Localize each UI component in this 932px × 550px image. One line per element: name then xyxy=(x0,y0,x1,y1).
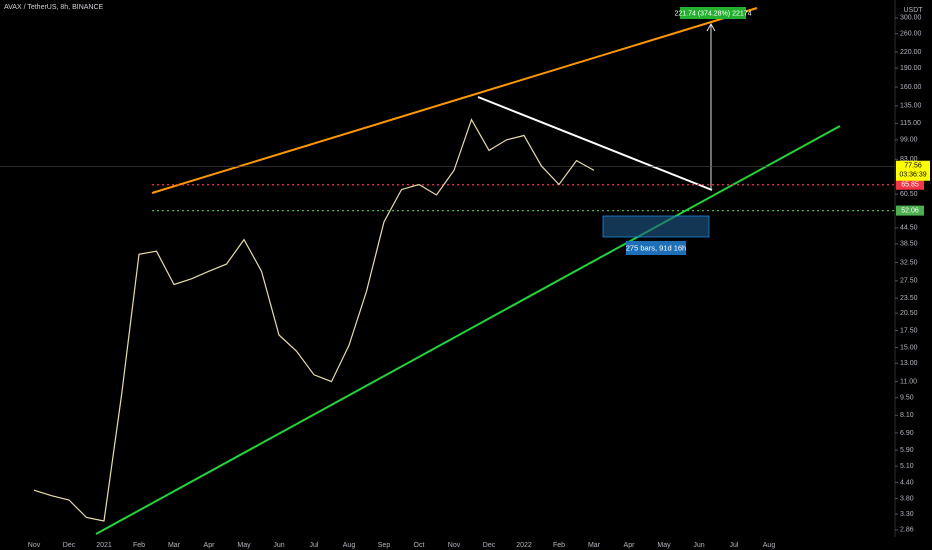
x-tick-label: May xyxy=(237,542,251,549)
y-tick-label: 115.00 xyxy=(900,120,921,127)
y-tick-label: 83.00 xyxy=(900,156,918,163)
current-price-tag xyxy=(896,160,930,181)
current-price-label: 77.56 xyxy=(904,163,922,170)
y-tick-label: 15.00 xyxy=(900,344,918,351)
x-tick-label: Apr xyxy=(624,542,636,549)
x-tick-label: Sep xyxy=(378,542,391,549)
target-label-box xyxy=(680,7,746,19)
y-tick-label: 190.00 xyxy=(900,65,922,72)
y-tick-label: 260.00 xyxy=(900,30,922,37)
range-label: 275 bars, 91d 16h xyxy=(626,243,686,252)
x-tick-label: Feb xyxy=(133,542,145,549)
y-tick-label: 300.00 xyxy=(900,15,922,22)
y-tick-label: 220.00 xyxy=(900,49,922,56)
y-tick-label: 6.90 xyxy=(900,430,914,437)
y-tick-label: 17.50 xyxy=(900,327,918,334)
chart-title: AVAX / TetherUS, 8h, BINANCE xyxy=(4,4,104,11)
x-tick-label: Dec xyxy=(63,542,76,549)
upper-trendline xyxy=(151,7,758,194)
x-tick-label: Apr xyxy=(204,542,216,549)
currency-label: USDT xyxy=(903,7,923,14)
level-tag-label: 52.06 xyxy=(901,207,919,214)
target-label: 221.74 (374.28%) 22174 xyxy=(674,10,751,17)
level-tag xyxy=(896,179,924,190)
x-tick-label: Jul xyxy=(730,542,739,549)
x-tick-label: Mar xyxy=(588,542,601,549)
x-tick-label: Jun xyxy=(273,542,284,549)
y-tick-label: 135.00 xyxy=(900,103,922,110)
x-tick-label: Dec xyxy=(483,542,496,549)
range-label-box xyxy=(626,241,686,255)
price-line xyxy=(33,118,595,522)
y-tick-label: 23.50 xyxy=(900,295,918,302)
y-tick-label: 60.50 xyxy=(900,191,918,198)
y-tick-label: 99.00 xyxy=(900,137,918,144)
lower-trendline xyxy=(95,125,841,535)
level-tag xyxy=(896,205,924,216)
y-tick-label: 8.10 xyxy=(900,412,914,419)
y-tick-label: 5.90 xyxy=(900,447,914,454)
x-tick-label: Jun xyxy=(693,542,704,549)
x-tick-label: Feb xyxy=(553,542,565,549)
countdown-label: 03:36:39 xyxy=(899,172,926,179)
x-tick-label: May xyxy=(657,542,671,549)
y-tick-label: 13.00 xyxy=(900,360,918,367)
x-tick-label: 2022 xyxy=(516,542,532,549)
y-tick-label: 3.80 xyxy=(900,495,914,502)
x-tick-label: Mar xyxy=(168,542,181,549)
x-tick-label: Aug xyxy=(343,542,356,549)
x-tick-label: 2021 xyxy=(96,542,112,549)
x-tick-label: Aug xyxy=(763,542,776,549)
date-range-box xyxy=(602,215,710,238)
y-tick-label: 9.50 xyxy=(900,395,914,402)
x-tick-label: Jul xyxy=(310,542,319,549)
plot: 300.00 260.00 220.00 190.00 160.00 135.00 115.… xyxy=(0,15,930,549)
y-tick-label: 44.50 xyxy=(900,225,918,232)
y-tick-label: 5.10 xyxy=(900,463,914,470)
x-tick-label: Nov xyxy=(28,542,41,549)
y-tick-label: 20.50 xyxy=(900,310,918,317)
y-tick-label: 2.86 xyxy=(900,527,914,534)
x-tick-label: Oct xyxy=(414,542,425,549)
x-tick-label: Nov xyxy=(448,542,461,549)
y-tick-label: 3.30 xyxy=(900,511,914,518)
target-arrow-head xyxy=(706,22,716,32)
level-tag-label: 65.85 xyxy=(901,182,919,189)
y-tick-label: 4.40 xyxy=(900,479,914,486)
y-tick-label: 27.50 xyxy=(900,278,918,285)
descending-trendline xyxy=(477,96,713,191)
y-tick-label: 32.50 xyxy=(900,259,918,266)
y-tick-label: 11.00 xyxy=(900,378,917,385)
y-tick-label: 160.00 xyxy=(900,84,922,91)
y-tick-label: 38.50 xyxy=(900,241,918,248)
